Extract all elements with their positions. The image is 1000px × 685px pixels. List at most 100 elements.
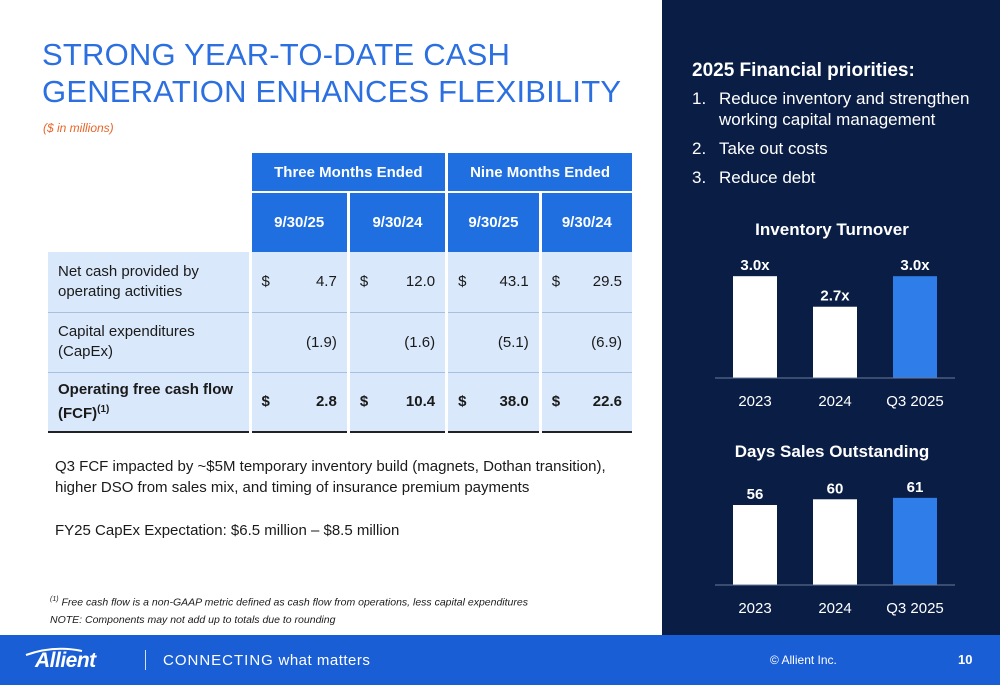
priorities-list: 1. Reduce inventory and strengthen workin… [692,88,982,196]
tick-label: 2024 [818,393,851,410]
table-cell: $10.4 [346,371,447,433]
currency-symbol: $ [359,273,369,291]
priority-number: 3. [692,168,707,187]
fcf-impact-note: Q3 FCF impacted by ~$5M temporary invent… [55,458,606,496]
table-cell: (5.1) [445,312,541,373]
row-label-text: Net cash provided by operating activitie… [58,262,199,300]
currency-symbol: $ [359,393,369,411]
cell-value: 4.7 [315,273,337,291]
table-cell: $12.0 [346,252,447,313]
currency-symbol: $ [458,273,467,291]
copyright: © Allient Inc. [770,653,837,667]
priority-item: 2. Take out costs [692,138,982,159]
page-title-line1: STRONG YEAR-TO-DATE CASH [42,37,511,72]
table-row: Net cash provided by operating activitie… [48,252,632,313]
table-cell: $4.7 [248,252,349,313]
cell-value: 22.6 [592,393,622,411]
column-group-three-months: Three Months Ended [248,153,447,192]
table-corner [48,153,250,192]
cell-value: (1.6) [404,333,436,351]
bar-2023 [733,276,777,378]
cell-value: 38.0 [499,393,529,411]
data-label: 61 [907,479,924,496]
cell-value: 29.5 [592,273,622,291]
footnotes: (1) Free cash flow is a non-GAAP metric … [50,591,528,629]
table-row: Operating free cash flow (FCF)(1) $2.8 $10… [48,371,632,433]
footnote-marker: (1) [97,403,110,415]
data-label: 3.0x [740,257,770,274]
company-logo: Allient [35,649,96,672]
table-cell: (1.9) [248,312,349,373]
tick-label: Q3 2025 [886,393,944,410]
cell-value: 10.4 [405,393,436,411]
table-cell: $43.1 [445,252,541,313]
logo-swoosh-icon [25,647,83,656]
tick-label: 2024 [818,600,851,617]
table-group-header: Three Months Ended Nine Months Ended [48,153,632,192]
bar-q3-2025 [893,497,937,585]
page-title: STRONG YEAR-TO-DATE CASH GENERATION ENHA… [42,36,642,110]
table-cell: $2.8 [248,371,349,433]
bar-2023 [733,505,777,585]
table-corner [48,192,250,252]
data-label: 2.7x [820,288,850,305]
row-label: Operating free cash flow (FCF)(1) [48,371,250,433]
cell-value: (6.9) [591,333,622,351]
capex-expectation-note: FY25 CapEx Expectation: $6.5 million – $… [55,522,400,539]
page-title-line2: GENERATION ENHANCES FLEXIBILITY [42,74,622,109]
tick-label: 2023 [738,393,771,410]
priority-item: 3. Reduce debt [692,167,982,188]
rounding-note: NOTE: Components may not add up to total… [50,613,336,626]
data-label: 60 [827,480,844,497]
table-cell: $22.6 [538,371,632,433]
currency-symbol: $ [458,393,467,411]
cell-value: 12.0 [405,273,436,291]
cash-flow-table: Three Months Ended Nine Months Ended 9/3… [48,153,632,433]
table-cell: $29.5 [538,252,632,313]
tick-label: 2023 [738,600,771,617]
column-header-date: 9/30/24 [346,191,447,252]
priorities-title: 2025 Financial priorities: [692,60,915,81]
tagline-caps: CONNECTING [163,652,274,669]
currency-symbol: $ [551,273,561,291]
row-label-text: Operating free cash flow (FCF) [58,380,234,422]
currency-symbol: $ [261,273,270,291]
cell-value: 2.8 [315,393,337,411]
cell-value: (1.9) [305,333,337,351]
row-label-text: Capital expenditures (CapEx) [58,323,195,360]
data-label: 56 [747,486,764,503]
row-label: Capital expenditures (CapEx) [48,312,250,373]
footnote-text: Free cash flow is a non-GAAP metric defi… [58,596,528,609]
footnote-1: (1) Free cash flow is a non-GAAP metric … [50,591,528,612]
bar-2024 [813,306,857,378]
table-date-header: 9/30/25 9/30/24 9/30/25 9/30/24 [48,191,632,252]
inventory-turnover-chart-title: Inventory Turnover [755,220,909,239]
column-header-date: 9/30/25 [248,191,349,252]
column-header-date: 9/30/25 [445,191,541,252]
bar-q3-2025 [893,276,937,378]
tagline: CONNECTING what matters [163,652,370,669]
bar-2024 [813,499,857,585]
currency-symbol: $ [261,393,270,411]
table-cell: (6.9) [538,312,632,373]
cell-value: 43.1 [499,273,529,291]
row-label: Net cash provided by operating activitie… [48,252,250,313]
table-cell: (1.6) [346,312,447,373]
footnote-marker: (1) [50,596,59,603]
priority-text: Reduce debt [719,168,816,187]
column-group-nine-months: Nine Months Ended [445,153,632,192]
column-header-date: 9/30/24 [538,191,632,252]
tick-label: Q3 2025 [886,600,944,617]
table-cell: $38.0 [445,371,541,433]
dso-chart-title: Days Sales Outstanding [734,442,930,461]
inventory-turnover-chart: 3.0x 2023 2.7x 2024 3.0x Q3 2025 [715,257,955,410]
page-number: 10 [958,652,973,667]
table-row: Capital expenditures (CapEx) (1.9) (1.6) (5… [48,312,632,373]
priority-number: 1. [692,89,707,108]
priority-text: Reduce inventory and strengthen working … [719,89,970,129]
dso-chart: 56 2023 60 2024 61 Q3 2025 [715,479,955,617]
data-label: 3.0x [900,257,930,274]
units-note: ($ in millions) [43,121,114,135]
tagline-rest: what matters [273,652,371,669]
footer-divider [145,650,146,670]
